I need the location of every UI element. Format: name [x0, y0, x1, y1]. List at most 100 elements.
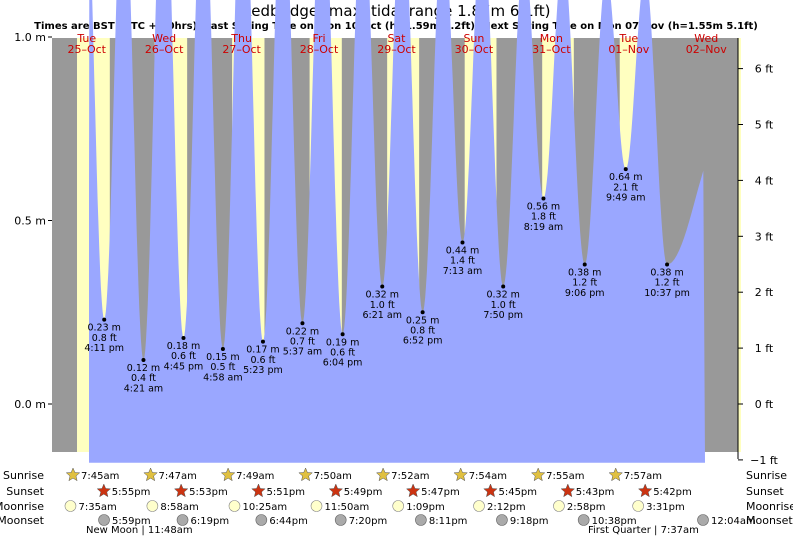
row-label-right: Moonset: [746, 514, 793, 527]
moonset-time: 7:20pm: [349, 516, 388, 527]
low-tide-metres: 0.18 m: [167, 341, 200, 352]
low-tide-time: 8:19 am: [524, 222, 563, 233]
sunset-star-icon: [96, 483, 112, 498]
moonset-time: 9:18pm: [510, 516, 549, 527]
low-tide-feet: 0.6 ft: [250, 355, 275, 366]
sunset-star-icon: [405, 483, 421, 498]
day-weekday-label: Tue: [76, 32, 96, 45]
low-tide-metres: 0.17 m: [246, 345, 279, 356]
day-weekday-label: Sun: [463, 32, 484, 45]
y-right-tick-label: 2 ft: [755, 286, 774, 299]
low-tide-metres: 0.12 m: [127, 363, 160, 374]
low-tide-time: 10:37 pm: [644, 288, 690, 299]
sunset-time: 5:47pm: [421, 487, 460, 498]
sunset-time: 5:51pm: [266, 487, 305, 498]
moonrise-time: 1:09pm: [406, 502, 445, 513]
y-right-tick-label: 3 ft: [755, 230, 774, 243]
moonset-icon: [577, 514, 590, 526]
low-tide-feet: 0.7 ft: [290, 336, 315, 347]
sunrise-star-icon: [220, 467, 236, 482]
moonrise-icon: [146, 500, 159, 512]
low-tide-point: [340, 332, 345, 337]
moonrise-time: 2:58pm: [567, 502, 606, 513]
low-tide-metres: 0.44 m: [446, 246, 479, 257]
moonset-icon: [496, 514, 508, 526]
sunset-time: 5:45pm: [498, 487, 537, 498]
low-tide-point: [181, 335, 186, 340]
y-right-tick-label: 4 ft: [755, 174, 774, 187]
low-tide-point: [460, 240, 465, 245]
y-right-tick-label: −1 ft: [750, 454, 778, 467]
daylight-band: [738, 38, 741, 452]
sunrise-star-icon: [65, 467, 81, 482]
day-date-label: 30–Oct: [455, 43, 494, 56]
y-left-tick-label: 1.0 m: [14, 31, 46, 44]
moonset-time: 12:04am: [711, 516, 756, 527]
low-tide-feet: 0.6 ft: [171, 351, 196, 362]
sunset-star-icon: [483, 483, 498, 498]
row-label-right: Sunset: [746, 485, 784, 498]
day-date-label: 27–Oct: [222, 43, 261, 56]
sunset-time: 5:53pm: [189, 487, 228, 498]
low-tide-time: 6:04 pm: [323, 358, 363, 369]
sunset-time: 5:43pm: [576, 487, 615, 498]
day-headers: Tue25–OctWed26–OctThu27–OctFri28–OctSat2…: [67, 32, 727, 56]
low-tide-time: 5:37 am: [283, 347, 322, 358]
low-tide-point: [102, 317, 107, 322]
row-label-left: Sunset: [6, 485, 44, 498]
low-tide-time: 4:11 pm: [84, 343, 124, 354]
sunrise-time: 7:47am: [159, 471, 197, 482]
low-tide-time: 9:06 pm: [565, 288, 605, 299]
moonset-time: 5:59pm: [112, 516, 151, 527]
day-weekday-label: Thu: [230, 32, 252, 45]
tide-labels: 10:04 am5.1 ft1.54 m0.23 m0.8 ft4:11 pm1…: [84, 167, 690, 394]
low-tide-feet: 1.2 ft: [655, 278, 680, 289]
moonrise-time: 8:58am: [160, 502, 198, 513]
day-date-label: 31–Oct: [532, 43, 571, 56]
low-tide-time: 7:13 am: [443, 266, 482, 277]
low-tide-point: [623, 167, 628, 172]
day-weekday-label: Sat: [387, 32, 406, 45]
moonrise-icon: [553, 500, 565, 512]
low-tide-feet: 0.8 ft: [92, 333, 117, 344]
sunset-star-icon: [251, 483, 266, 498]
tide-water-area: [89, 0, 705, 463]
day-weekday-label: Wed: [694, 32, 718, 45]
y-left-tick-label: 0.0 m: [14, 398, 46, 411]
low-tide-point: [665, 262, 670, 267]
low-tide-feet: 0.8 ft: [410, 325, 435, 336]
low-tide-feet: 0.5 ft: [210, 362, 235, 373]
sunrise-star-icon: [375, 467, 391, 482]
moonrise-icon: [473, 500, 485, 512]
low-tide-time: 4:45 pm: [164, 361, 204, 372]
low-tide-point: [420, 310, 425, 315]
low-tide-point: [541, 196, 546, 201]
low-tide-time: 5:23 pm: [243, 365, 283, 376]
low-tide-metres: 0.56 m: [527, 201, 560, 212]
low-tide-time: 6:52 pm: [403, 336, 443, 347]
low-tide-feet: 1.0 ft: [370, 300, 395, 311]
sunrise-star-icon: [530, 467, 546, 482]
low-tide-metres: 0.38 m: [650, 268, 683, 279]
sunrise-time: 7:45am: [81, 471, 119, 482]
low-tide-time: 7:50 pm: [483, 310, 523, 321]
day-weekday-label: Tue: [618, 32, 638, 45]
low-tide-metres: 0.38 m: [568, 268, 601, 279]
low-tide-metres: 0.25 m: [406, 315, 439, 326]
day-weekday-label: Mon: [540, 32, 563, 45]
low-tide-point: [582, 262, 587, 267]
low-tide-time: 6:21 am: [363, 310, 402, 321]
y-right-tick-label: 5 ft: [755, 119, 774, 132]
low-tide-metres: 0.22 m: [286, 326, 319, 337]
row-label-left: Sunrise: [3, 469, 44, 482]
moonrise-time: 2:12pm: [487, 502, 526, 513]
sunrise-time: 7:54am: [469, 471, 507, 482]
low-tide-feet: 1.0 ft: [491, 300, 516, 311]
moonset-icon: [415, 514, 427, 526]
day-date-label: 28–Oct: [300, 43, 339, 56]
low-tide-point: [501, 284, 506, 289]
low-tide-point: [300, 321, 305, 326]
low-tide-metres: 0.32 m: [486, 290, 519, 301]
moonrise-icon: [392, 500, 404, 512]
